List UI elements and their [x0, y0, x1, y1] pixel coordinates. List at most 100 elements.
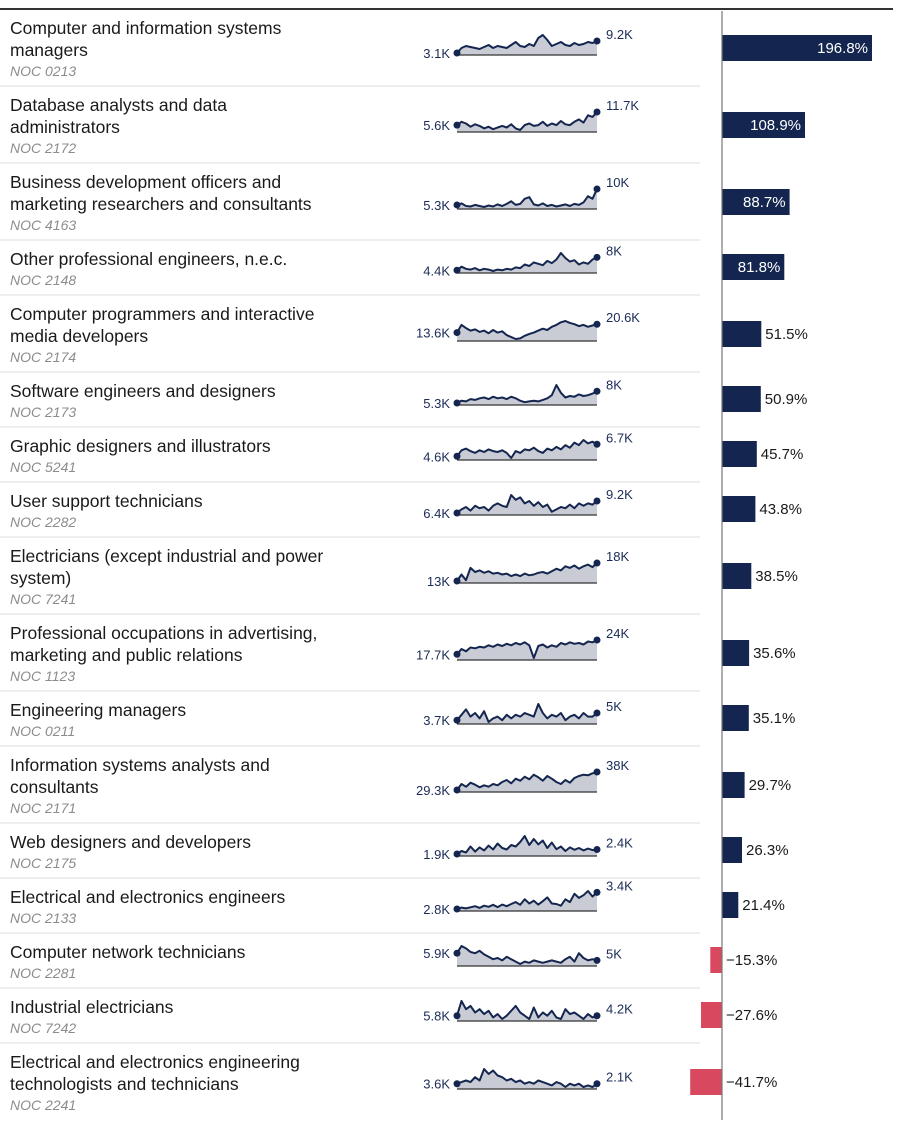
change-label: 50.9%	[765, 391, 808, 408]
occupation-name: Business development officers and	[10, 172, 281, 192]
sparkline-start-dot	[453, 716, 461, 724]
table-row: Computer programmers and interactivemedi…	[0, 304, 808, 373]
sparkline-start-dot	[453, 786, 461, 794]
occupation-name: Computer programmers and interactive	[10, 304, 314, 324]
sparkline-line	[456, 562, 598, 582]
sparkline-area	[457, 836, 597, 856]
sparkline-line	[456, 34, 598, 54]
change-bar	[722, 386, 761, 412]
sparkline-start-dot	[453, 850, 461, 858]
sparkline-start-dot	[453, 650, 461, 658]
occupation-name: Electricians (except industrial and powe…	[10, 546, 323, 566]
sparkline-end-dot	[593, 108, 601, 116]
change-label: −41.7%	[726, 1074, 777, 1091]
end-value-label: 9.2K	[606, 27, 633, 42]
table-row: Information systems analysts andconsulta…	[0, 755, 791, 824]
sparkline-end-dot	[593, 37, 601, 45]
table-row: Database analysts and dataadministrators…	[0, 95, 805, 164]
noc-code: NOC 1123	[10, 668, 75, 684]
end-value-label: 20.6K	[606, 310, 640, 325]
sparkline-end-dot	[593, 888, 601, 896]
occupation-name: managers	[10, 40, 88, 60]
sparkline-start-dot	[453, 905, 461, 913]
occupation-name: media developers	[10, 326, 148, 346]
change-label: 26.3%	[746, 842, 789, 859]
occupation-name: Software engineers and designers	[10, 381, 276, 401]
change-label: 38.5%	[755, 568, 798, 585]
sparkline-area	[457, 772, 597, 792]
table-row: Computer and information systemsmanagers…	[0, 18, 872, 87]
sparkline-end-dot	[593, 497, 601, 505]
sparkline-line	[456, 252, 598, 272]
change-bar	[722, 35, 872, 61]
sparkline-start-dot	[453, 121, 461, 129]
sparkline-start-dot	[453, 399, 461, 407]
change-label: 45.7%	[761, 446, 804, 463]
start-value-label: 3.7K	[423, 713, 450, 728]
occupation-name: Engineering managers	[10, 700, 186, 720]
sparkline-end-dot	[593, 636, 601, 644]
sparkline-line	[456, 320, 598, 340]
occupation-name: technologists and technicians	[10, 1074, 239, 1094]
sparkline-start-dot	[453, 329, 461, 337]
noc-code: NOC 7242	[10, 1020, 76, 1036]
change-bar	[690, 1069, 722, 1095]
change-bar	[722, 705, 749, 731]
start-value-label: 2.8K	[423, 902, 450, 917]
occupation-name: Electrical and electronics engineering	[10, 1052, 300, 1072]
sparkline-area	[457, 1069, 597, 1089]
noc-code: NOC 0211	[10, 723, 75, 739]
sparkline-end-dot	[593, 709, 601, 717]
start-value-label: 5.6K	[423, 118, 450, 133]
sparkline-area	[457, 253, 597, 273]
change-label: 81.8%	[738, 259, 781, 276]
occupation-name: Professional occupations in advertising,	[10, 623, 317, 643]
sparkline-start-dot	[453, 577, 461, 585]
noc-code: NOC 2173	[10, 404, 76, 420]
noc-code: NOC 2281	[10, 965, 76, 981]
change-bar	[722, 496, 756, 522]
noc-code: NOC 2175	[10, 855, 76, 871]
occupation-name: Other professional engineers, n.e.c.	[10, 249, 287, 269]
end-value-label: 8K	[606, 377, 622, 392]
end-value-label: 18K	[606, 549, 629, 564]
noc-code: NOC 2282	[10, 514, 76, 530]
change-bar	[722, 321, 762, 347]
sparkline-line	[456, 890, 598, 910]
sparkline-line	[456, 639, 598, 659]
end-value-label: 38K	[606, 758, 629, 773]
occupation-name: consultants	[10, 777, 99, 797]
sparkline-end-dot	[593, 1012, 601, 1020]
table-row: Other professional engineers, n.e.c. NOC …	[0, 243, 785, 296]
noc-code: NOC 2148	[10, 272, 76, 288]
sparkline-area	[457, 321, 597, 341]
occupation-name: Information systems analysts and	[10, 755, 270, 775]
end-value-label: 8K	[606, 243, 622, 258]
start-value-label: 6.4K	[423, 506, 450, 521]
occupation-name: User support technicians	[10, 491, 203, 511]
end-value-label: 5K	[606, 946, 622, 961]
change-bar	[722, 112, 805, 138]
sparkline-area	[457, 495, 597, 515]
sparkline-end-dot	[593, 440, 601, 448]
sparkline-start-dot	[453, 949, 461, 957]
noc-code: NOC 2241	[10, 1097, 76, 1113]
sparkline-end-dot	[593, 956, 601, 964]
sparkline-area	[457, 35, 597, 55]
occupation-name: Electrical and electronics engineers	[10, 887, 286, 907]
change-label: 43.8%	[759, 501, 802, 518]
sparkline-start-dot	[453, 266, 461, 274]
sparkline-end-dot	[593, 185, 601, 193]
sparkline-line	[456, 835, 598, 855]
end-value-label: 10K	[606, 175, 629, 190]
change-bar	[722, 837, 742, 863]
noc-code: NOC 4163	[10, 217, 76, 233]
start-value-label: 13.6K	[416, 326, 450, 341]
change-bar	[722, 772, 745, 798]
table-row: Industrial electricians NOC 7242 5.8K 4.2K −…	[0, 997, 777, 1044]
change-label: −15.3%	[726, 952, 777, 969]
change-bar	[722, 189, 790, 215]
change-bar	[722, 640, 750, 666]
occupation-name: marketing and public relations	[10, 645, 243, 665]
